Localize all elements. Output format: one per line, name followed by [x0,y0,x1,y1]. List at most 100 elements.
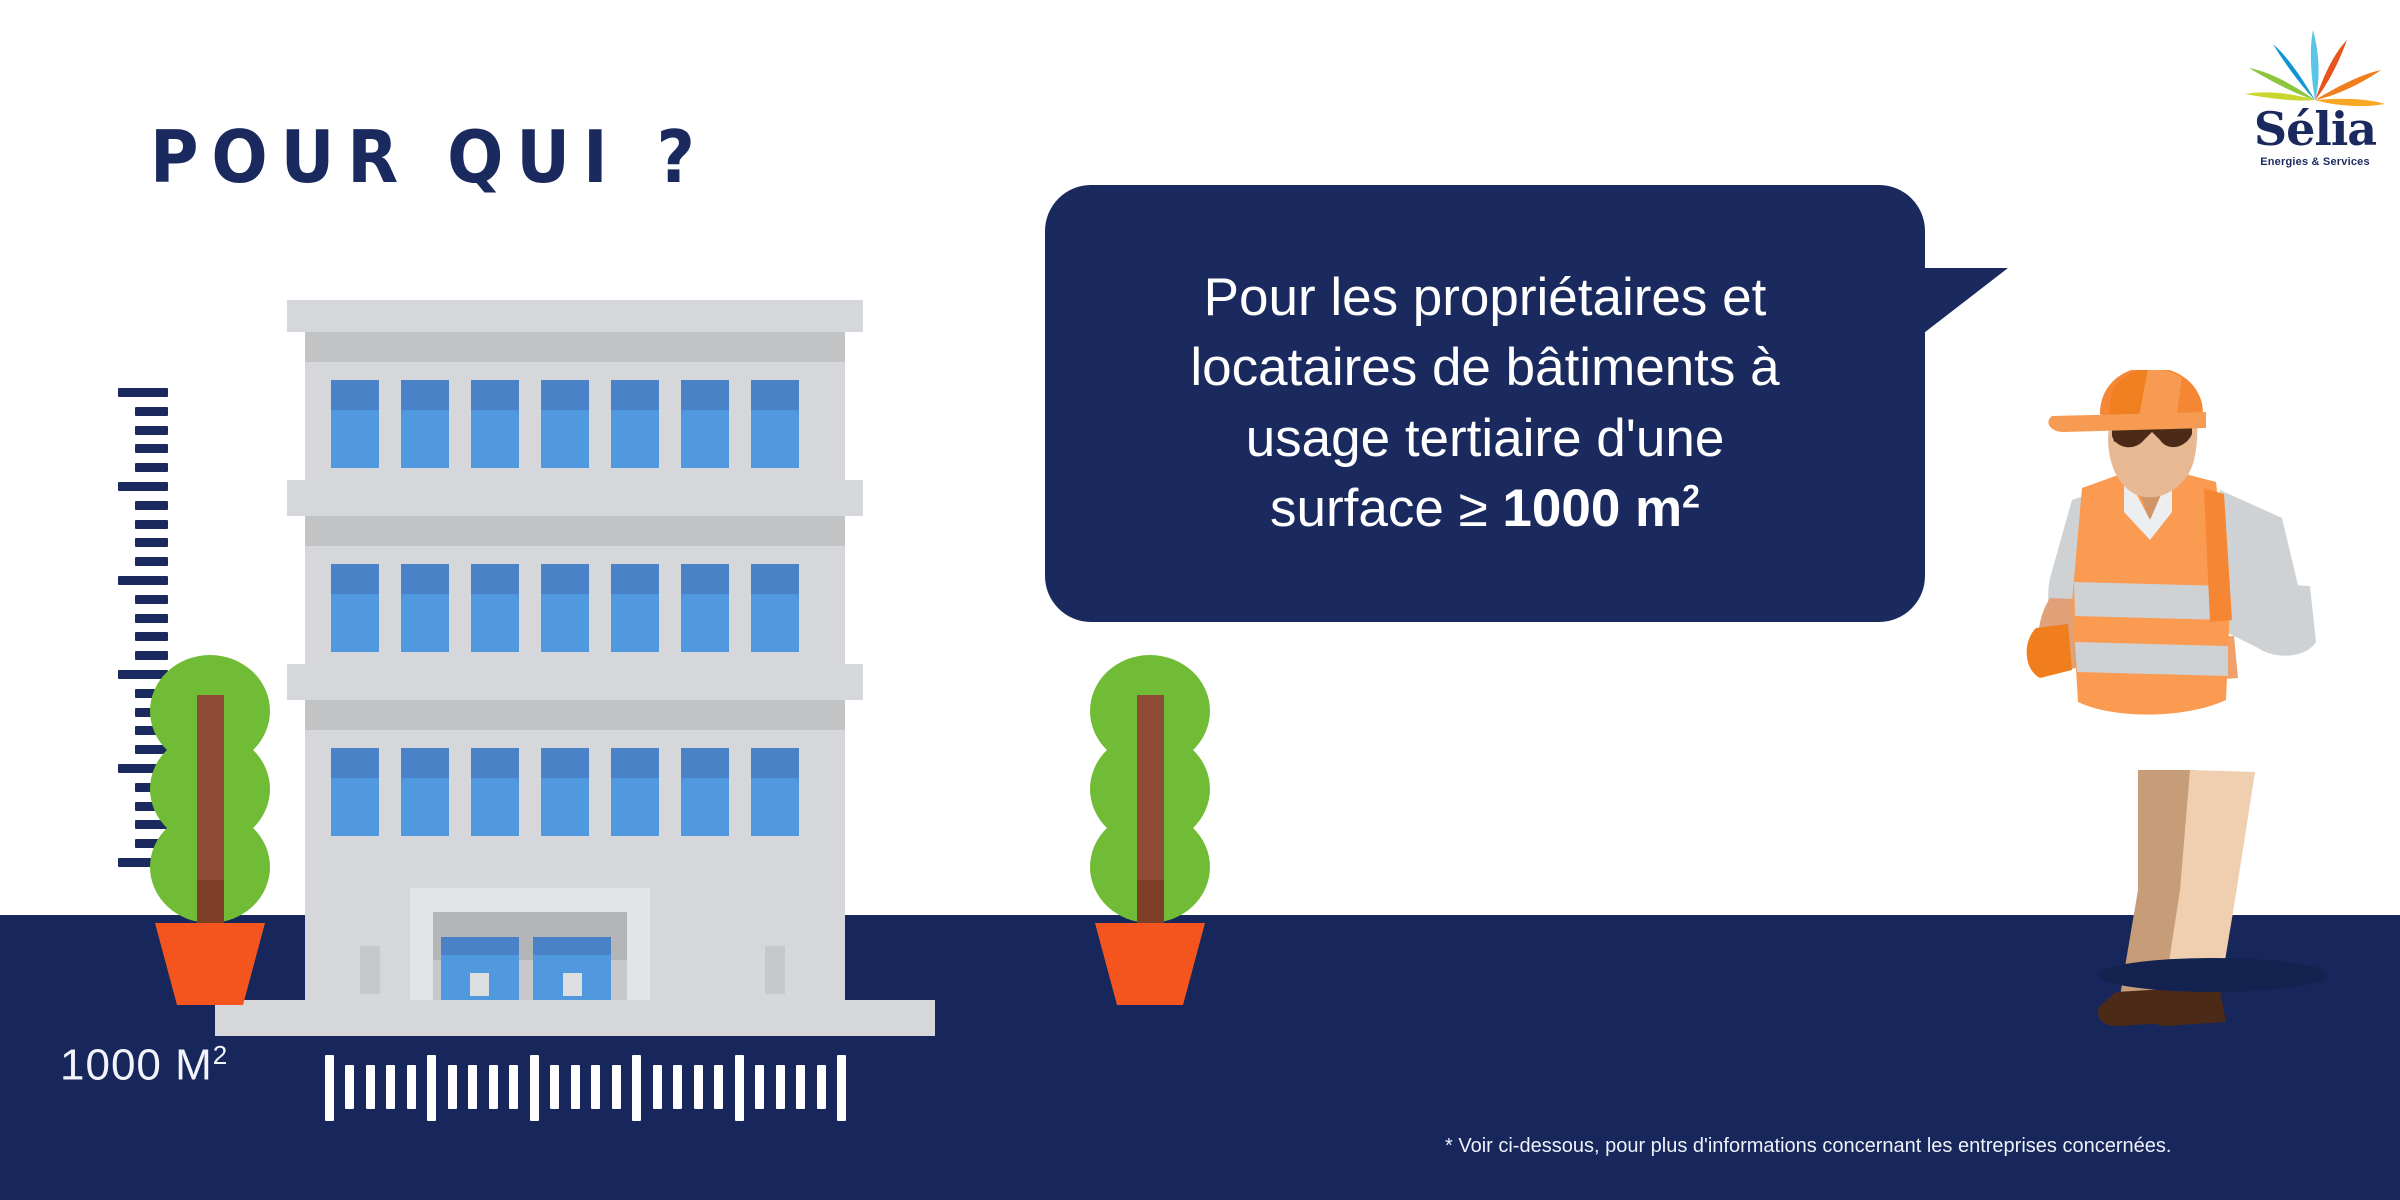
potted-tree-left [150,655,270,1005]
potted-tree-right [1090,655,1210,1005]
building-band-2 [305,516,845,546]
ruler-tick-horizontal [755,1065,765,1109]
tree-pot [155,923,265,1005]
ruler-tick-vertical [118,482,168,491]
ruler-tick-vertical [135,444,168,454]
ruler-tick-horizontal [611,1065,621,1109]
bubble-surface-prefix: surface ≥ [1270,478,1503,538]
worker-figure-icon [2026,366,2316,1026]
horizontal-scale-ruler [325,1055,846,1125]
building-band-1 [305,332,845,362]
ruler-tick-horizontal [652,1065,662,1109]
building-ledge-2 [287,664,863,700]
selia-logo[interactable]: Sélia Energies & Services [2240,28,2390,173]
building-floor-1-windows [305,362,845,480]
building-vent-right [765,946,785,994]
ruler-tick-vertical [135,801,168,811]
ruler-tick-vertical [118,764,168,773]
ruler-tick-horizontal [734,1055,744,1121]
building-window [401,380,449,468]
building-window [471,380,519,468]
building-floor-3-windows [305,730,845,848]
bubble-highlight-exponent: 2 [1682,478,1700,515]
ruler-tick-vertical [135,651,168,661]
building-window [681,564,729,652]
ruler-tick-horizontal [714,1065,724,1109]
bubble-line-4: surface ≥ 1000 m2 [1270,474,1700,544]
ruler-tick-horizontal [345,1065,355,1109]
building-window [471,564,519,652]
building-window [401,564,449,652]
speech-bubble-tail [1920,268,2008,336]
building-floor-2-windows [305,546,845,664]
ruler-tick-horizontal [325,1055,334,1121]
ruler-tick-horizontal [550,1065,560,1109]
bubble-highlight-value: 1000 m [1502,478,1683,538]
tree-pot [1095,923,1205,1005]
ruler-tick-vertical [135,500,168,510]
building-ledge-1 [287,480,863,516]
bubble-line-1: Pour les propriétaires et [1203,267,1767,327]
ruler-tick-vertical [118,388,168,397]
building-window [331,564,379,652]
building-window [611,748,659,836]
building-window [751,380,799,468]
ruler-tick-vertical [135,632,168,642]
bubble-line-3: usage tertiaire d'une [1245,408,1725,468]
ruler-tick-horizontal [693,1065,703,1109]
ruler-tick-horizontal [406,1065,416,1109]
ruler-tick-horizontal [570,1065,580,1109]
ruler-tick-horizontal [796,1065,806,1109]
ruler-tick-horizontal [509,1065,519,1109]
building-window [401,748,449,836]
ruler-tick-vertical [135,538,168,548]
ruler-tick-vertical [135,463,168,473]
footnote-text: * Voir ci-dessous, pour plus d'informati… [1445,1135,2172,1157]
area-label-value: 1000 M [60,1040,213,1090]
building-window [331,748,379,836]
ruler-tick-vertical [135,557,168,567]
ruler-tick-horizontal [816,1065,826,1109]
ruler-tick-horizontal [427,1055,437,1121]
logo-wordmark: Sélia [2253,102,2377,156]
building-window [471,748,519,836]
area-label-exponent: 2 [212,1040,229,1070]
office-building-illustration [215,300,935,1040]
building-window [541,564,589,652]
ruler-tick-vertical [118,670,168,679]
page-title: POUR QUI ? [150,115,708,199]
ruler-tick-horizontal [632,1055,642,1121]
logo-tagline: Energies & Services [2260,156,2370,168]
ruler-tick-vertical [135,688,168,698]
building-window [751,748,799,836]
ruler-tick-horizontal [529,1055,539,1121]
logo-burst-icon [2245,30,2385,107]
ruler-tick-horizontal [365,1065,375,1109]
ruler-tick-vertical [135,820,168,830]
ruler-tick-horizontal [468,1065,478,1109]
ruler-tick-horizontal [488,1065,498,1109]
worker-shadow [2098,958,2328,992]
construction-worker-illustration [2020,366,2380,1030]
building-door-handle-right [563,973,582,996]
building-ground-slab [215,1000,935,1036]
ruler-tick-horizontal [386,1065,396,1109]
area-label: 1000 M2 [60,1040,228,1091]
ruler-tick-vertical [118,576,168,585]
building-window [681,380,729,468]
ruler-tick-vertical [135,406,168,416]
building-vent-left [360,946,380,994]
ruler-tick-vertical [118,858,168,867]
ruler-tick-vertical [135,519,168,529]
ruler-tick-vertical [135,425,168,435]
ruler-tick-vertical [135,613,168,623]
ruler-tick-horizontal [591,1065,601,1109]
building-window [611,380,659,468]
ruler-tick-horizontal [447,1065,457,1109]
ruler-tick-horizontal [673,1065,683,1109]
ruler-tick-vertical [135,594,168,604]
ruler-tick-vertical [135,726,168,736]
ruler-tick-vertical [135,745,168,755]
building-door-handle-left [470,973,489,996]
